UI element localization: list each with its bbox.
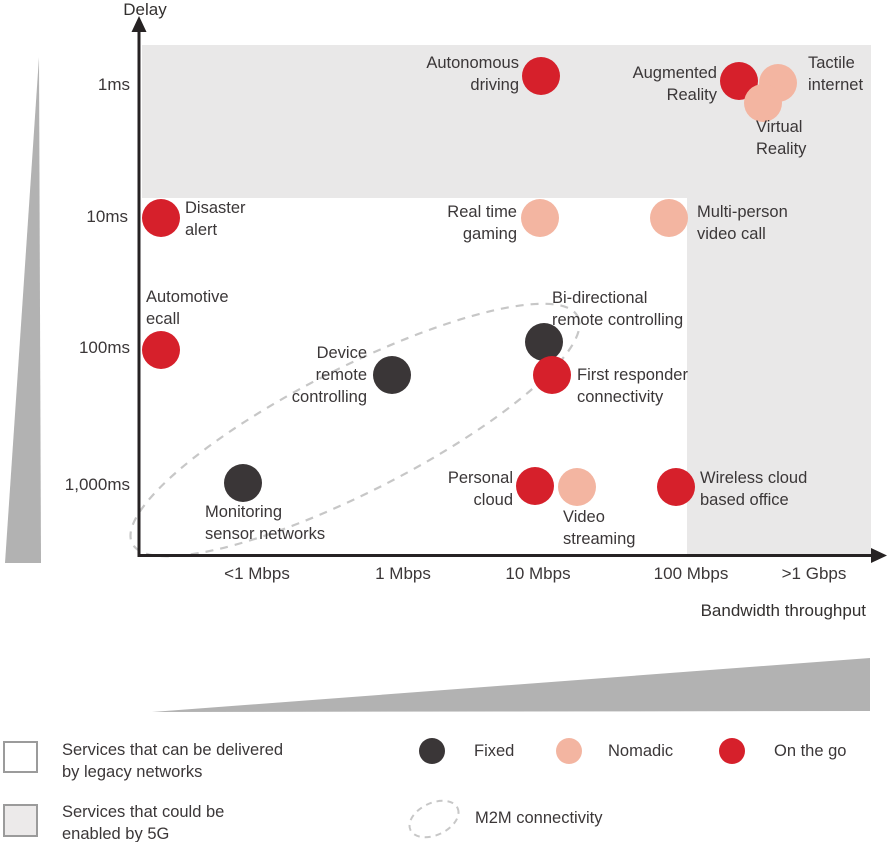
x-tick-1mbps: 1 Mbps	[375, 564, 431, 583]
y-tick-1ms: 1ms	[97, 75, 130, 94]
legend-label-m2m: M2M connectivity	[475, 809, 603, 827]
point-device-remote-controlling-label: Device remote controlling	[291, 344, 367, 406]
x-tick-gt1gbps: >1 Gbps	[781, 564, 847, 583]
point-autonomous-driving-dot	[522, 57, 560, 95]
legend-label-nomadic: Nomadic	[608, 742, 674, 760]
x-tick-100mbps: 100 Mbps	[653, 564, 729, 583]
point-device-remote-controlling-dot	[373, 356, 411, 394]
point-automotive-ecall-label: Automotive ecall	[146, 288, 229, 328]
legend-label-on-the-go: On the go	[774, 742, 847, 760]
legend-dot-on-the-go	[719, 738, 745, 764]
point-personal-cloud-label: Personal cloud	[447, 469, 513, 509]
bandwidth-gradient-wedge	[152, 658, 870, 712]
point-monitoring-sensor-networks-dot	[224, 464, 262, 502]
y-tick-10ms: 10ms	[86, 207, 128, 226]
point-multi-person-video-call-label: Multi-person video call	[697, 203, 788, 243]
delay-gradient-wedge	[5, 57, 41, 563]
legend-dot-fixed	[419, 738, 445, 764]
point-autonomous-driving-label: Autonomous driving	[426, 54, 519, 94]
point-wireless-cloud-based-office-dot	[657, 468, 695, 506]
point-monitoring-sensor-networks-label: Monitoring sensor networks	[205, 503, 326, 543]
point-first-responder-connectivity-label: First responder connectivity	[577, 366, 688, 406]
point-disaster-alert-label: Disaster alert	[185, 199, 246, 239]
point-first-responder-connectivity-dot	[533, 356, 571, 394]
point-bi-directional-remote-controlling-dot	[525, 323, 563, 361]
x-axis-arrowhead-icon	[871, 548, 887, 563]
legend-label-legacy: Services that can be delivered by legacy…	[62, 741, 284, 781]
point-bi-directional-remote-controlling-label: Bi-directional remote controlling	[552, 289, 684, 329]
legend-label-5g: Services that could be enabled by 5G	[62, 803, 225, 842]
point-augmented-reality-label: Augmented Reality	[632, 64, 717, 104]
y-axis-title: Delay	[123, 0, 167, 19]
point-automotive-ecall-dot	[142, 331, 180, 369]
legend-swatch-5g	[3, 804, 38, 837]
point-tactile-internet-label: Tactile internet	[808, 54, 864, 94]
point-real-time-gaming-label: Real time gaming	[447, 203, 517, 243]
legend-m2m-ellipse-icon	[408, 799, 460, 839]
point-video-streaming-dot	[558, 468, 596, 506]
point-video-streaming-label: Video streaming	[563, 508, 636, 548]
legend-label-fixed: Fixed	[474, 742, 515, 760]
x-axis-title: Bandwidth throughput	[700, 601, 866, 620]
legend-dot-nomadic	[556, 738, 582, 764]
x-tick-lt1mbps: <1 Mbps	[224, 564, 290, 583]
y-tick-1000ms: 1,000ms	[64, 475, 130, 494]
point-real-time-gaming-dot	[521, 199, 559, 237]
point-personal-cloud-dot	[516, 467, 554, 505]
point-disaster-alert-dot	[142, 199, 180, 237]
point-virtual-reality-dot	[744, 84, 782, 122]
x-tick-10mbps: 10 Mbps	[505, 564, 571, 583]
legend-swatch-legacy	[3, 741, 38, 773]
y-tick-100ms: 100ms	[78, 338, 130, 357]
point-virtual-reality-label: Virtual Reality	[756, 118, 807, 158]
point-multi-person-video-call-dot	[650, 199, 688, 237]
point-wireless-cloud-based-office-label: Wireless cloud based office	[700, 469, 808, 509]
